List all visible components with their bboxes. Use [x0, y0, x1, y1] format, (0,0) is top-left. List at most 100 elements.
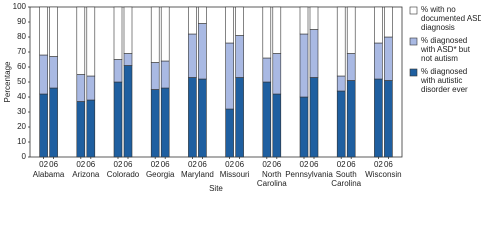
bar-segment [299, 96, 309, 158]
group-label: Pennsylvania [285, 170, 333, 179]
group-label: Arizona [72, 170, 100, 179]
bar-segment [235, 6, 244, 36]
x-axis-label: Site [209, 184, 223, 193]
y-tick-label: 80 [17, 32, 26, 41]
y-tick-label: 50 [17, 77, 26, 86]
bar-segment [336, 90, 346, 158]
bar-segment [384, 36, 393, 81]
bar-segment [39, 54, 48, 95]
bar-segment [374, 42, 383, 80]
bar-segment [346, 53, 356, 81]
bar-segment [225, 42, 234, 110]
bar-segment [272, 53, 282, 95]
x-tick-label: 06 [235, 160, 244, 169]
group-label: Maryland [181, 170, 214, 179]
bar-segment [39, 93, 48, 158]
bar-segment [160, 6, 170, 62]
x-tick-label: 06 [49, 160, 58, 169]
bar-segment [299, 6, 309, 35]
bar-segment [384, 6, 393, 38]
x-tick-label: 02 [151, 160, 160, 169]
bar-segment [76, 101, 86, 158]
bar-segment [49, 56, 58, 89]
bar-segment [374, 78, 383, 158]
x-tick-label: 02 [300, 160, 309, 169]
bar-segment [262, 81, 272, 158]
x-tick-label: 02 [374, 160, 383, 169]
x-tick-label: 06 [86, 160, 95, 169]
x-tick-label: 06 [272, 160, 281, 169]
bar-segment [123, 53, 133, 66]
bar-segment [346, 6, 356, 54]
group-label: Georgia [146, 170, 175, 179]
bar-segment [86, 6, 96, 77]
legend-label: % diagnosed with ASD* but not autism [420, 36, 471, 63]
plot-frame [29, 6, 403, 158]
bar-segment [225, 108, 234, 158]
legend-swatch [409, 6, 418, 15]
bar-segment [309, 29, 319, 78]
x-tick-label: 02 [114, 160, 123, 169]
x-tick-label: 02 [337, 160, 346, 169]
chart: Percentage Site 0 10 20 30 40 50 60 70 80 90 100 02… [3, 2, 481, 193]
y-tick-label: 30 [17, 107, 26, 116]
group-label: Missouri [220, 170, 250, 179]
y-tick-label: 60 [17, 62, 26, 71]
bar-segment [309, 77, 319, 158]
x-tick-label: 06 [384, 160, 393, 169]
x-tick-label: 06 [124, 160, 133, 169]
bar-segment [39, 6, 48, 56]
bar-segment [198, 78, 207, 158]
bar-segment [336, 75, 346, 92]
bar-segment [113, 59, 123, 83]
group-label: Colorado [107, 170, 140, 179]
y-tick-label: 20 [17, 122, 26, 131]
legend-swatch [409, 68, 418, 77]
bar-segment [374, 6, 383, 44]
bar-segment [272, 93, 282, 158]
bar-segment [76, 6, 86, 75]
x-tick-label: 02 [76, 160, 85, 169]
x-tick-label: 06 [310, 160, 319, 169]
bar-segment [198, 23, 207, 80]
bar-segment [188, 77, 197, 158]
y-tick-label: 70 [17, 47, 26, 56]
y-tick-label: 100 [13, 2, 27, 11]
x-tick-label: 02 [262, 160, 271, 169]
bar-segment [262, 57, 272, 83]
bar-segment [235, 35, 244, 78]
bar-segment [299, 33, 309, 98]
bar-segment [150, 89, 160, 158]
x-tick-label: 02 [39, 160, 48, 169]
bar-segment [123, 65, 133, 158]
bar-segment [49, 87, 58, 158]
bar-segment [309, 6, 319, 30]
bar-segment [346, 80, 356, 158]
group-label: Wisconsin [365, 170, 401, 179]
bar-segment [336, 6, 346, 77]
bar-segment [160, 87, 170, 158]
x-tick-label: 02 [188, 160, 197, 169]
y-tick-label: 10 [17, 137, 26, 146]
bar-segment [113, 6, 123, 60]
legend-swatch [409, 37, 418, 46]
x-tick-label: 06 [161, 160, 170, 169]
legend-label: % diagnosed with autistic disorder ever [420, 67, 468, 94]
bar-segment [384, 80, 393, 158]
bar-segment [86, 75, 96, 101]
bar-segment [160, 60, 170, 89]
bar-segment [86, 99, 96, 158]
bar-segment [113, 81, 123, 158]
legend-label: % with no documented ASD diagnosis [421, 5, 481, 32]
y-tick-label: 40 [17, 92, 26, 101]
x-tick-label: 06 [347, 160, 356, 169]
bar-segment [188, 6, 197, 35]
bar-segment [235, 77, 244, 158]
bar-segment [49, 6, 58, 57]
bar-segment [76, 74, 86, 102]
bar-segment [198, 6, 207, 24]
bar-segment [225, 6, 234, 44]
group-label: South Carolina [331, 170, 361, 188]
x-tick-label: 02 [225, 160, 234, 169]
bar-segment [123, 6, 133, 54]
